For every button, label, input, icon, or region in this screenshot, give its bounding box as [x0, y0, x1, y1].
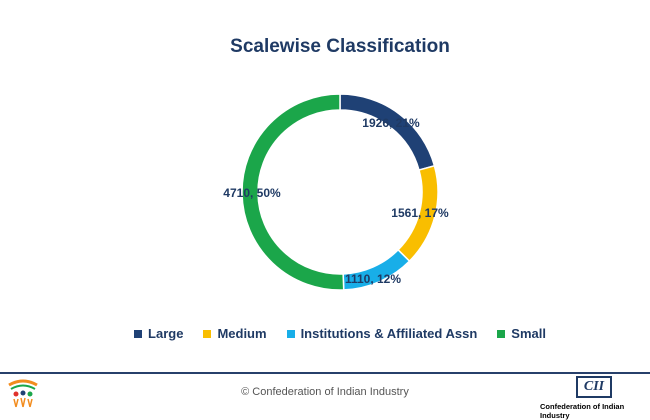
footer-divider: [0, 372, 650, 374]
chart-title: Scalewise Classification: [230, 36, 450, 57]
legend-label-institutions: Institutions & Affiliated Assn: [300, 326, 478, 341]
legend-swatch-institutions: [286, 329, 295, 338]
legend-label-medium: Medium: [217, 326, 267, 341]
legend-item-institutions: Institutions & Affiliated Assn: [286, 326, 478, 341]
cii-logo-mark: CII: [576, 376, 612, 398]
legend-item-large: Large: [134, 326, 183, 341]
legend-swatch-large: [134, 329, 143, 338]
chart-legend: Large Medium Institutions & Affiliated A…: [0, 326, 650, 341]
left-logo-icon: [8, 379, 38, 408]
slice-small: [241, 93, 345, 291]
legend-label-small: Small: [511, 326, 546, 341]
data-label-institutions-affiliated-assn: 1110, 12%: [345, 272, 401, 286]
cii-logo-text: Confederation of Indian Industry: [540, 402, 625, 420]
legend-label-large: Large: [148, 326, 184, 341]
copyright-text: © Confederation of Indian Industry: [241, 386, 409, 398]
legend-item-medium: Medium: [203, 326, 267, 341]
data-label-large: 1926, 21%: [362, 116, 420, 130]
legend-swatch-medium: [203, 329, 212, 338]
slice-large: [339, 93, 436, 172]
cii-logo: CII Confederation of Indian Industry: [540, 376, 650, 420]
legend-swatch-small: [497, 329, 506, 338]
data-label-medium: 1561, 17%: [391, 206, 449, 220]
data-label-small: 4710, 50%: [223, 186, 281, 200]
legend-item-small: Small: [497, 326, 546, 341]
